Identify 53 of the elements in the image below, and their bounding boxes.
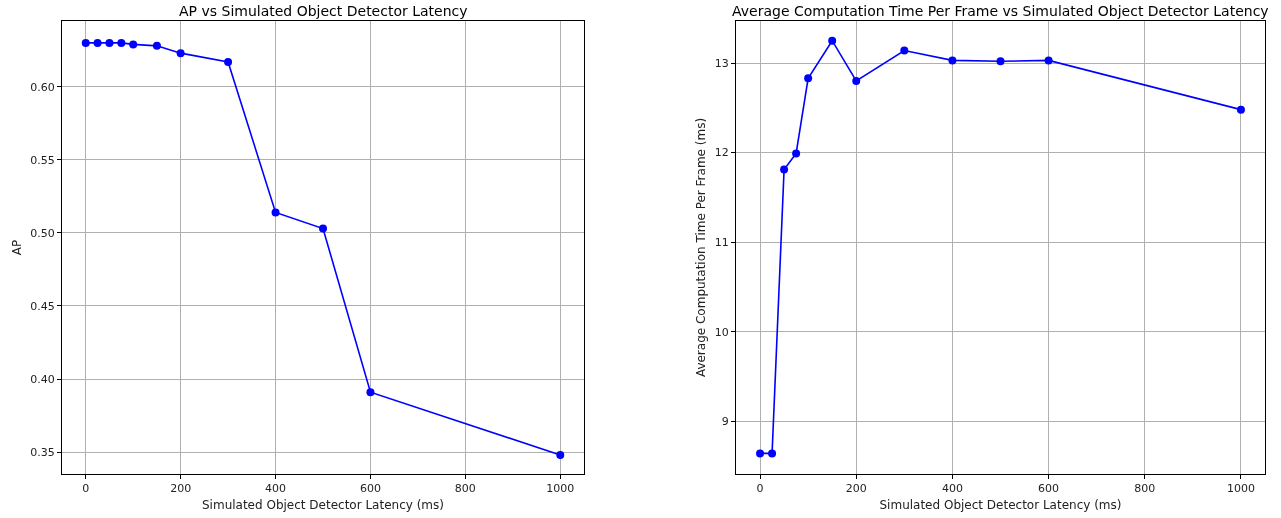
x-axis-title: Simulated Object Detector Latency (ms): [879, 498, 1122, 513]
x-tick-label: 0: [756, 482, 764, 496]
point: [366, 388, 375, 397]
y-tick-label: 10: [714, 325, 729, 339]
point: [224, 57, 233, 66]
point: [1044, 56, 1053, 65]
y-tick-label: 0.50: [30, 226, 55, 240]
x-axis-title: Simulated Object Detector Latency (ms): [201, 498, 445, 513]
point: [271, 208, 280, 217]
y-tick-label: 0.45: [30, 299, 55, 313]
y-tick-label: 11: [714, 235, 729, 249]
x-tick-label: 200: [170, 482, 192, 496]
point: [556, 451, 565, 459]
y-tick-label: 0.35: [30, 445, 55, 459]
y-tick-label: 0.40: [30, 372, 55, 386]
point: [1236, 105, 1245, 114]
point: [319, 224, 327, 233]
point: [93, 38, 102, 47]
chart-title: Average Computation Time Per Frame vs Simulated Object Detector Latency: [732, 3, 1269, 19]
y-axis-title: Average Computation Time Per Frame (ms): [694, 117, 709, 378]
point: [81, 38, 90, 47]
y-tick-label: 12: [714, 146, 729, 160]
x-tick-label: 1000: [546, 482, 575, 496]
point: [792, 149, 801, 158]
x-tick-label: 400: [941, 482, 963, 496]
point: [852, 76, 861, 85]
x-tick-label: 0: [82, 482, 90, 496]
x-tick-label: 200: [845, 482, 867, 496]
y-tick-label: 9: [721, 415, 729, 429]
x-tick-label: 600: [1038, 482, 1060, 496]
y-tick-label: 0.60: [30, 80, 55, 94]
chart-title: AP vs Simulated Object Detector Latency: [179, 3, 468, 19]
point: [768, 449, 777, 458]
point: [996, 57, 1005, 66]
point: [129, 40, 138, 49]
point: [117, 38, 126, 47]
point: [152, 41, 161, 50]
point: [105, 38, 114, 47]
y-tick-label: 13: [714, 56, 729, 70]
point: [948, 56, 957, 65]
point: [900, 46, 909, 55]
point: [756, 449, 765, 458]
y-tick-label: 0.55: [30, 153, 55, 167]
x-tick-label: 800: [1134, 482, 1156, 496]
point: [176, 49, 185, 58]
x-tick-label: 1000: [1226, 482, 1255, 496]
x-tick-label: 600: [359, 482, 381, 496]
x-tick-label: 800: [454, 482, 476, 496]
point: [780, 165, 789, 174]
x-tick-label: 400: [265, 482, 287, 496]
y-axis-title: AP: [9, 239, 24, 256]
point: [804, 74, 813, 83]
point: [828, 36, 837, 45]
